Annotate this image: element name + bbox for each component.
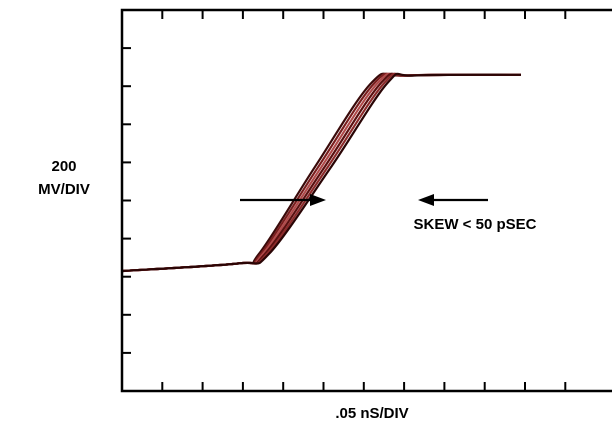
y-scale-value: 200 — [51, 158, 76, 175]
waveform-traces — [121, 72, 522, 273]
y-scale-unit: MV/DIV — [38, 181, 90, 198]
waveform-trace — [121, 72, 522, 273]
division-ticks — [122, 10, 567, 391]
plot-frame — [120, 8, 612, 393]
skew-arrow-left — [240, 194, 326, 206]
skew-arrow-right — [418, 194, 488, 206]
x-axis-label: .05 nS/DIV — [335, 405, 408, 422]
waveform-trace — [121, 72, 522, 273]
skew-annotation: SKEW < 50 pSEC — [414, 216, 537, 233]
